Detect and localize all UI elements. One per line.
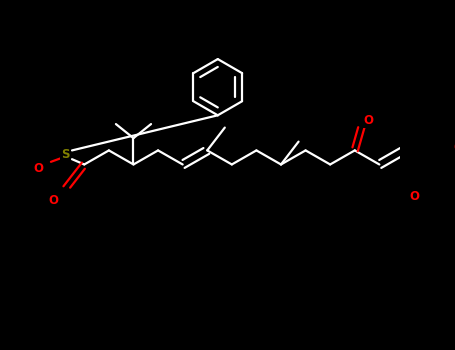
Text: O: O xyxy=(364,114,374,127)
Text: O: O xyxy=(410,190,420,203)
Text: O: O xyxy=(453,141,455,154)
Text: S: S xyxy=(61,148,70,161)
Text: O: O xyxy=(34,162,44,175)
Text: O: O xyxy=(49,194,59,207)
